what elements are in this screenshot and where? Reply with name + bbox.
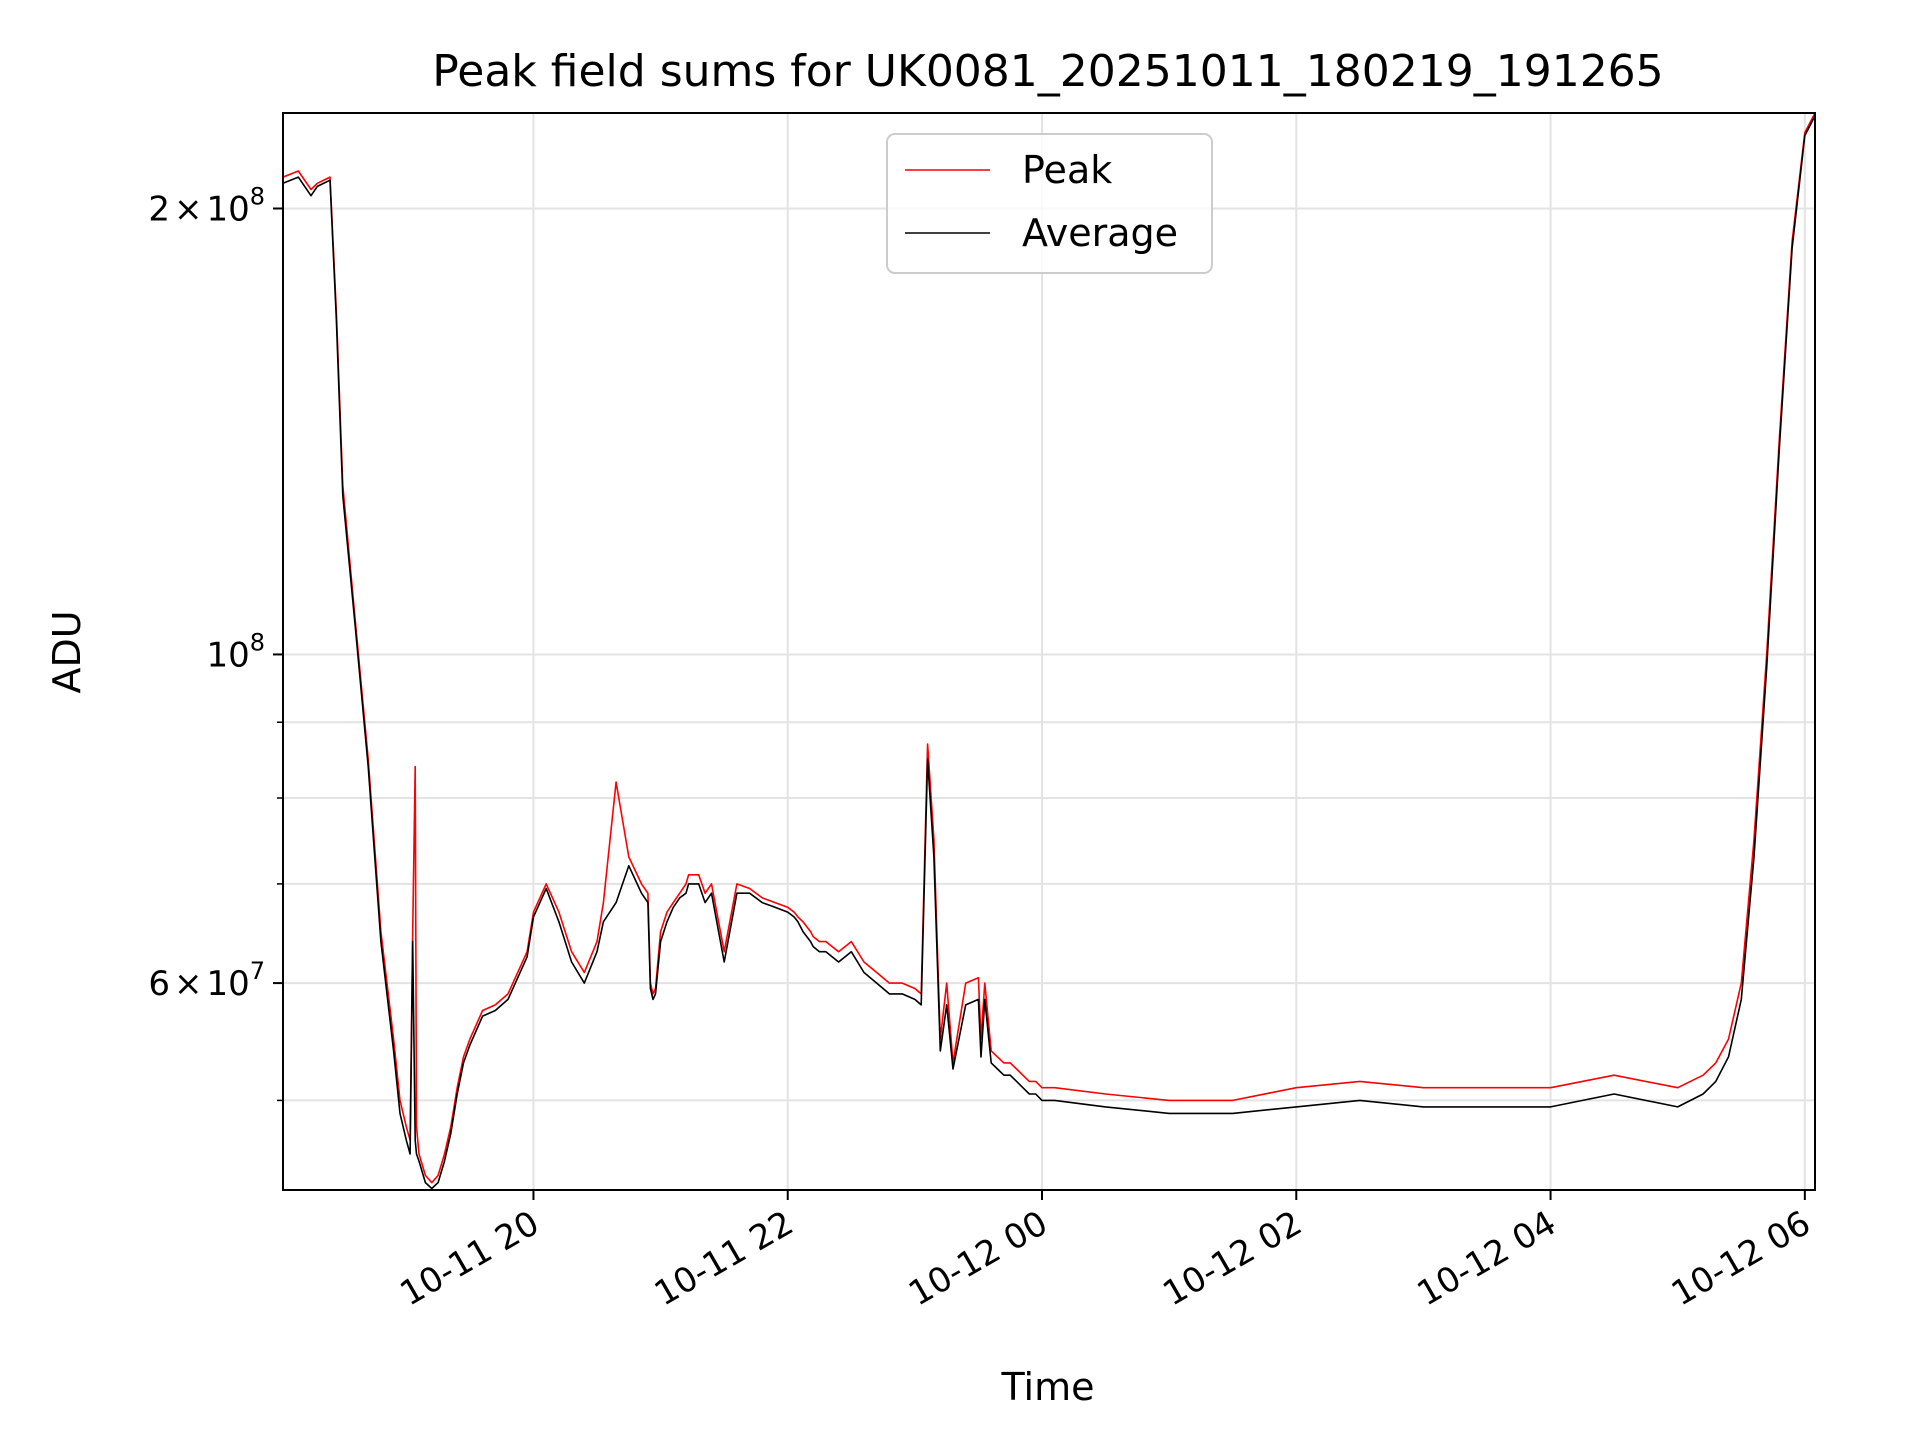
legend: Peak Average bbox=[886, 133, 1213, 274]
x-axis-label: Time bbox=[1001, 1365, 1095, 1409]
y-tick-exponent: 8 bbox=[250, 628, 265, 656]
y-tick-base: 10 bbox=[206, 964, 249, 1004]
legend-frame bbox=[886, 133, 1213, 274]
y-tick-times: × bbox=[174, 964, 203, 1004]
y-tick-base: 10 bbox=[206, 189, 249, 229]
y-tick-label: 6 × 107 bbox=[148, 957, 265, 1004]
series-peak-line bbox=[283, 113, 1815, 1184]
y-tick-base: 10 bbox=[206, 635, 249, 675]
y-axis-label: ADU bbox=[45, 610, 89, 693]
legend-peak-label: Peak bbox=[1022, 148, 1112, 192]
y-tick-mantissa: 6 bbox=[148, 964, 170, 1004]
plot-frame bbox=[282, 112, 1816, 1191]
y-tick-exponent: 8 bbox=[250, 182, 265, 210]
legend-average-label: Average bbox=[1022, 211, 1178, 255]
y-tick-exponent: 7 bbox=[250, 957, 265, 985]
series-average-line bbox=[283, 115, 1815, 1190]
y-tick-label: 108 bbox=[206, 628, 265, 675]
y-tick-label: 2 × 108 bbox=[148, 182, 265, 229]
chart-title: Peak field sums for UK0081_20251011_1802… bbox=[432, 46, 1663, 97]
y-tick-times: × bbox=[174, 189, 203, 229]
y-tick-mantissa: 2 bbox=[148, 189, 170, 229]
